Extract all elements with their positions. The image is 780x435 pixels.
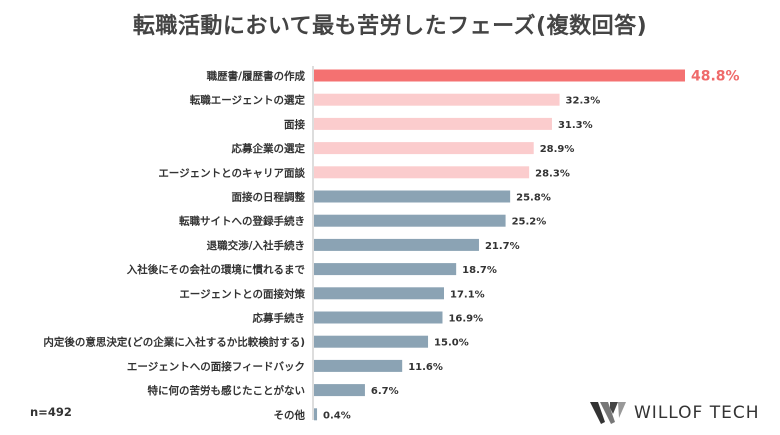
category-label: 退職交渉/入社手続き	[207, 239, 305, 252]
bar	[314, 359, 403, 372]
value-label: 28.3%	[535, 168, 570, 179]
category-label: 特に何の苦労も感じたことがない	[148, 384, 306, 397]
bar	[314, 190, 511, 203]
value-label: 17.1%	[450, 289, 485, 300]
chart-title: 転職活動において最も苦労したフェーズ(複数回答)	[132, 14, 648, 39]
value-label: 18.7%	[462, 265, 497, 276]
value-label: 32.3%	[566, 96, 601, 107]
value-label: 0.4%	[323, 410, 351, 421]
value-label: 25.8%	[516, 193, 551, 204]
bar	[314, 214, 506, 227]
category-label: エージェントとの面接対策	[179, 287, 305, 300]
value-label: 31.3%	[558, 120, 593, 131]
category-label: 転職エージェントの選定	[190, 94, 306, 107]
category-label: エージェントとのキャリア面談	[158, 166, 305, 179]
category-label: 応募手続き	[253, 312, 306, 325]
category-label: 入社後にその会社の環境に慣れるまで	[127, 263, 306, 276]
value-label: 6.7%	[371, 386, 399, 397]
category-label: 応募企業の選定	[232, 142, 306, 155]
bar	[314, 384, 365, 397]
brand-name: WILLOF TECH	[634, 403, 760, 423]
category-label: 職歴書/履歴書の作成	[207, 70, 306, 83]
value-label: 25.2%	[512, 217, 547, 228]
value-label: 15.0%	[434, 338, 469, 349]
sample-size-note: n=492	[30, 405, 72, 419]
brand-logo: WILLOF TECH	[588, 398, 760, 428]
bar	[314, 166, 530, 179]
value-label: 16.9%	[448, 314, 483, 325]
value-label: 48.8%	[691, 69, 740, 85]
bar	[314, 335, 429, 348]
bar	[314, 408, 318, 421]
bar	[314, 117, 552, 130]
bars-group: 職歴書/履歴書の作成 48.8% 転職エージェントの選定 32.3% 面接 31.3% 応募…	[43, 69, 739, 422]
category-label: その他	[274, 408, 306, 421]
bar	[314, 69, 685, 82]
value-label: 28.9%	[540, 144, 575, 155]
category-label: エージェントへの面接フィードバック	[127, 360, 305, 373]
category-label: 転職サイトへの登録手続き	[179, 215, 305, 228]
category-label: 面接	[284, 118, 305, 131]
bar	[314, 287, 445, 300]
value-label: 11.6%	[408, 362, 443, 373]
bar	[314, 142, 534, 155]
willof-logo-icon	[590, 402, 626, 424]
bar	[314, 263, 457, 276]
bar	[314, 238, 479, 251]
category-label: 面接の日程調整	[232, 191, 306, 204]
value-label: 21.7%	[485, 241, 520, 252]
bar	[314, 311, 443, 324]
bar	[314, 93, 560, 106]
category-label: 内定後の意思決定(どの企業に入社するか比較検討する)	[43, 336, 305, 349]
